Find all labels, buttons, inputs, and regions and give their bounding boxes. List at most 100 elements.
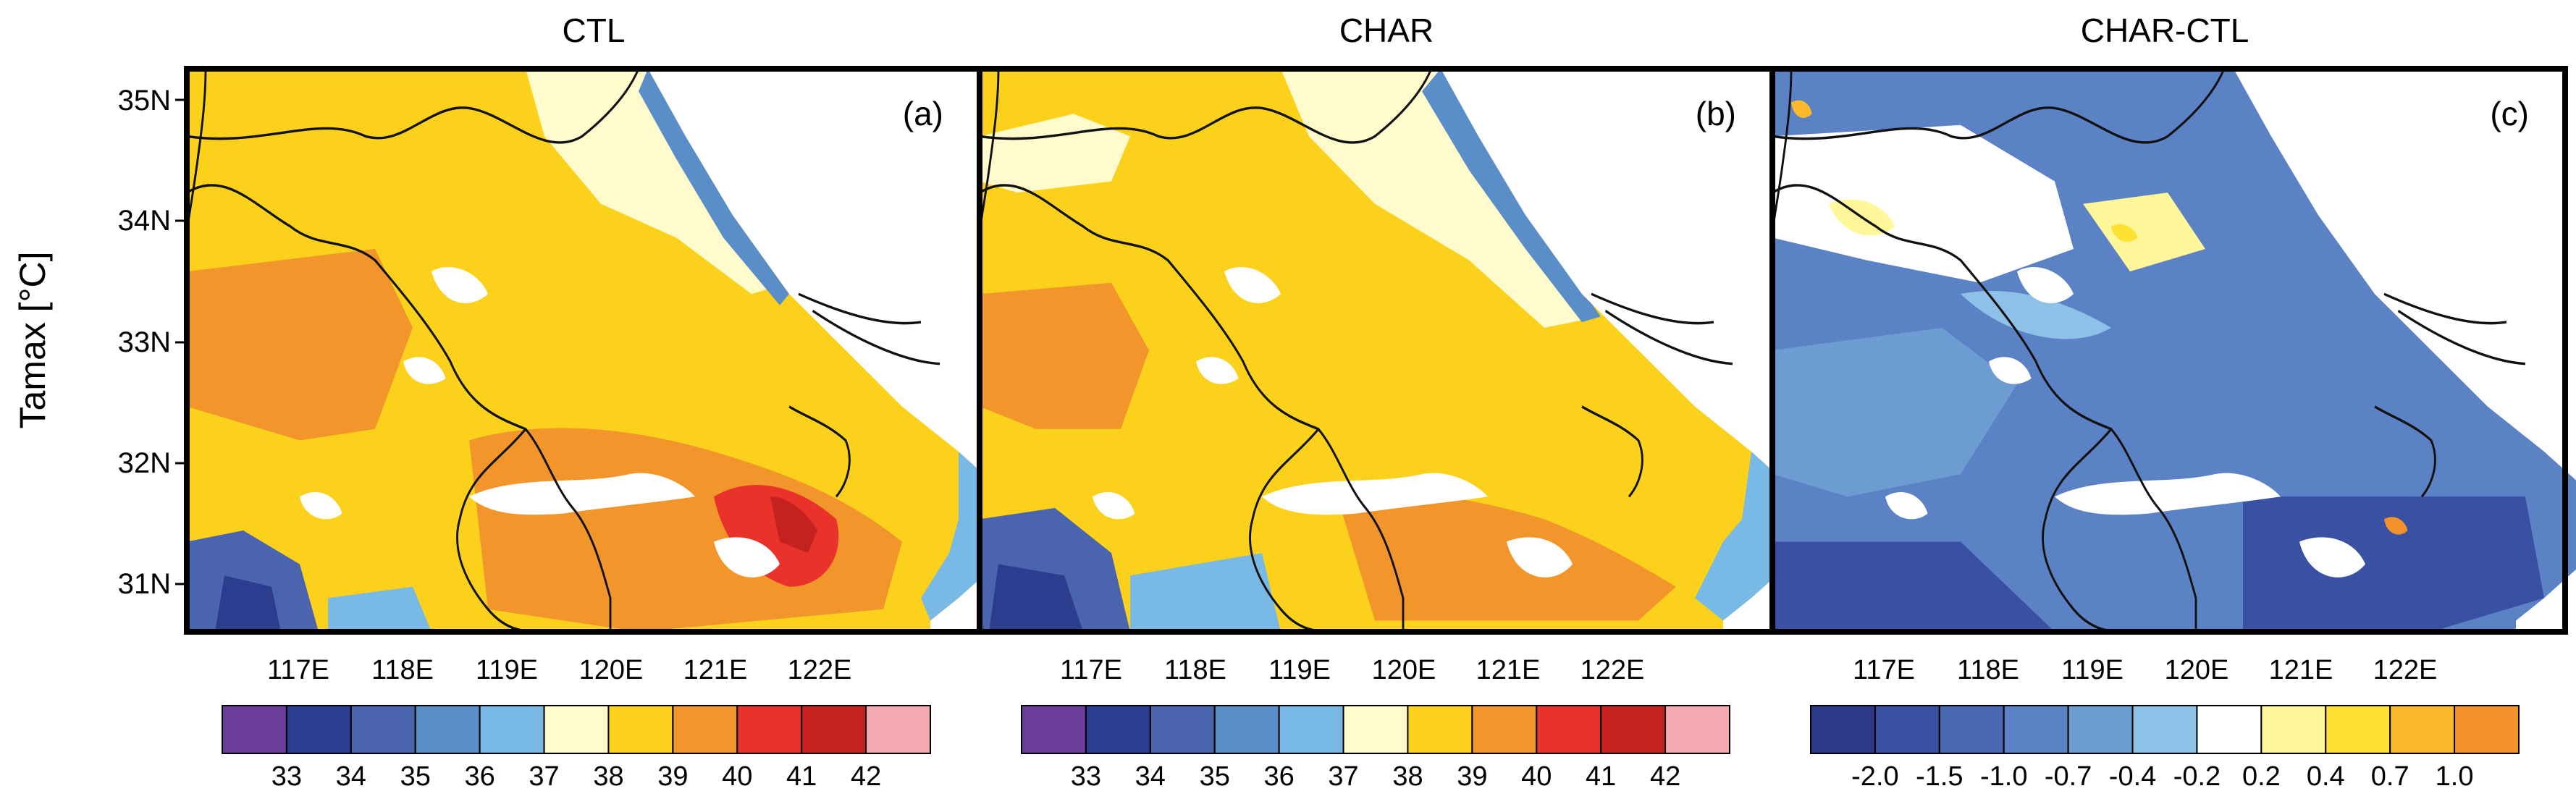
lon-label-120e: 120E bbox=[579, 655, 644, 685]
lon-labels-a: 117E 118E 119E 120E 121E 122E bbox=[267, 655, 851, 685]
lon-labels-b: 117E 118E 119E 120E 121E 122E bbox=[1060, 655, 1644, 685]
panel-ctl: (a) bbox=[184, 66, 1015, 635]
colorbar-tick-label: -0.2 bbox=[2173, 761, 2221, 792]
colorbar-tick-label: 33 bbox=[1071, 761, 1101, 792]
lat-tick-labels: 35N 34N 33N 32N 31N bbox=[118, 85, 171, 600]
colorbar-swatch bbox=[607, 705, 674, 754]
colorbar-swatch bbox=[1213, 705, 1280, 754]
colorbar-swatch bbox=[1342, 705, 1409, 754]
lat-label-31n: 31N bbox=[118, 568, 171, 600]
colorbar-swatch bbox=[1149, 705, 1216, 754]
colorbar-swatch bbox=[2067, 705, 2134, 754]
lon-label-122e: 122E bbox=[1580, 655, 1645, 685]
colorbar-swatch bbox=[222, 705, 287, 754]
colorbar-tick-label: 37 bbox=[529, 761, 559, 792]
colorbar-ctl: 33 34 35 36 37 38 39 40 41 42 bbox=[222, 705, 932, 792]
lon-label-119e: 119E bbox=[476, 655, 538, 685]
lat-label-34n: 34N bbox=[118, 205, 171, 237]
colorbar-swatch bbox=[1536, 705, 1602, 754]
colorbar-tick-label: -1.5 bbox=[1916, 761, 1963, 792]
lon-label-122e: 122E bbox=[2373, 655, 2438, 685]
colorbar-tick-label: 41 bbox=[786, 761, 817, 792]
colorbar-swatch bbox=[1471, 705, 1538, 754]
lon-label-118e: 118E bbox=[371, 655, 434, 685]
colorbar-swatch bbox=[1278, 705, 1344, 754]
colorbar-swatch bbox=[1810, 705, 1876, 754]
colorbar-tick-label: 38 bbox=[1392, 761, 1423, 792]
lat-label-35n: 35N bbox=[118, 85, 171, 117]
lon-label-119e: 119E bbox=[1268, 655, 1331, 685]
colorbar-swatch bbox=[2454, 705, 2520, 754]
colorbar-swatch bbox=[1021, 705, 1087, 754]
colorbar-tick-label: 35 bbox=[1200, 761, 1230, 792]
colorbar-swatch bbox=[1664, 705, 1730, 754]
lon-label-118e: 118E bbox=[1957, 655, 2019, 685]
lon-label-120e: 120E bbox=[1372, 655, 1436, 685]
lat-ticks bbox=[175, 98, 185, 585]
colorbar-swatch bbox=[285, 705, 352, 754]
colorbar-tick-label: 33 bbox=[272, 761, 302, 792]
lon-label-121e: 121E bbox=[683, 655, 748, 685]
colorbar-tick-label: -2.0 bbox=[1851, 761, 1898, 792]
lon-label-117e: 117E bbox=[267, 655, 329, 685]
colorbar-tick-label: 39 bbox=[657, 761, 688, 792]
panel-title-char: CHAR bbox=[1339, 12, 1434, 49]
lon-label-121e: 121E bbox=[2269, 655, 2333, 685]
colorbar-swatch bbox=[865, 705, 932, 754]
lon-label-117e: 117E bbox=[1060, 655, 1122, 685]
lon-label-120e: 120E bbox=[2165, 655, 2229, 685]
colorbar-tick-label: 42 bbox=[851, 761, 881, 792]
colorbar-swatch bbox=[1085, 705, 1151, 754]
colorbar-tick-label: 40 bbox=[1521, 761, 1552, 792]
colorbar-swatch bbox=[414, 705, 481, 754]
colorbar-swatch bbox=[672, 705, 738, 754]
colorbar-swatch bbox=[543, 705, 610, 754]
colorbar-swatch bbox=[2003, 705, 2069, 754]
y-axis-label: Tamax [°C] bbox=[12, 251, 53, 428]
panel-title-diff: CHAR-CTL bbox=[2081, 12, 2249, 49]
colorbar-tick-label: 39 bbox=[1457, 761, 1487, 792]
panel-tag-c: (c) bbox=[2490, 95, 2529, 132]
colorbar-swatch bbox=[801, 705, 867, 754]
colorbar-tick-label: 1.0 bbox=[2436, 761, 2474, 792]
colorbar-swatch bbox=[2196, 705, 2263, 754]
colorbar-tick-label: 36 bbox=[1263, 761, 1294, 792]
colorbar-tick-label: 34 bbox=[1135, 761, 1166, 792]
colorbar-tick-label: 38 bbox=[593, 761, 623, 792]
lon-labels-c: 117E 118E 119E 120E 121E 122E bbox=[1853, 655, 2437, 685]
lon-label-119e: 119E bbox=[2061, 655, 2123, 685]
colorbar-tick-label: -0.7 bbox=[2045, 761, 2092, 792]
colorbar-tick-label: 40 bbox=[722, 761, 752, 792]
panel-frame-c bbox=[1769, 66, 2568, 635]
colorbar-tick-label: 37 bbox=[1328, 761, 1358, 792]
colorbar-tick-label: 34 bbox=[336, 761, 366, 792]
lon-label-117e: 117E bbox=[1853, 655, 1915, 685]
colorbar-swatch bbox=[2260, 705, 2327, 754]
panel-tag-a: (a) bbox=[903, 95, 943, 132]
colorbar-swatch bbox=[736, 705, 803, 754]
panel-diff: (c) bbox=[1769, 66, 2576, 635]
colorbar-swatch bbox=[2131, 705, 2198, 754]
lon-label-121e: 121E bbox=[1476, 655, 1541, 685]
colorbar-tick-label: 36 bbox=[464, 761, 494, 792]
colorbar-tick-label: 0.7 bbox=[2371, 761, 2409, 792]
colorbar-swatch bbox=[1600, 705, 1667, 754]
lat-label-32n: 32N bbox=[118, 447, 171, 479]
colorbar-tick-label: 0.4 bbox=[2307, 761, 2345, 792]
colorbar-tick-label: 42 bbox=[1650, 761, 1680, 792]
colorbar-swatch bbox=[1874, 705, 1940, 754]
panel-title-ctl: CTL bbox=[563, 12, 626, 49]
colorbar-swatch bbox=[479, 705, 545, 754]
panel-char: (b) bbox=[977, 66, 1808, 635]
lon-label-118e: 118E bbox=[1164, 655, 1226, 685]
panel-tag-b: (b) bbox=[1696, 95, 1736, 132]
colorbar-swatch bbox=[350, 705, 416, 754]
colorbar-diff: -2.0 -1.5 -1.0 -0.7 -0.4 -0.2 0.2 0.4 0.7 1.0 bbox=[1810, 705, 2520, 792]
lat-label-33n: 33N bbox=[118, 326, 171, 358]
colorbar-tick-label: -1.0 bbox=[1980, 761, 2027, 792]
colorbar-swatch bbox=[2389, 705, 2456, 754]
colorbar-tick-label: 0.2 bbox=[2242, 761, 2281, 792]
colorbar-swatch bbox=[1938, 705, 2005, 754]
colorbar-tick-label: 41 bbox=[1586, 761, 1616, 792]
